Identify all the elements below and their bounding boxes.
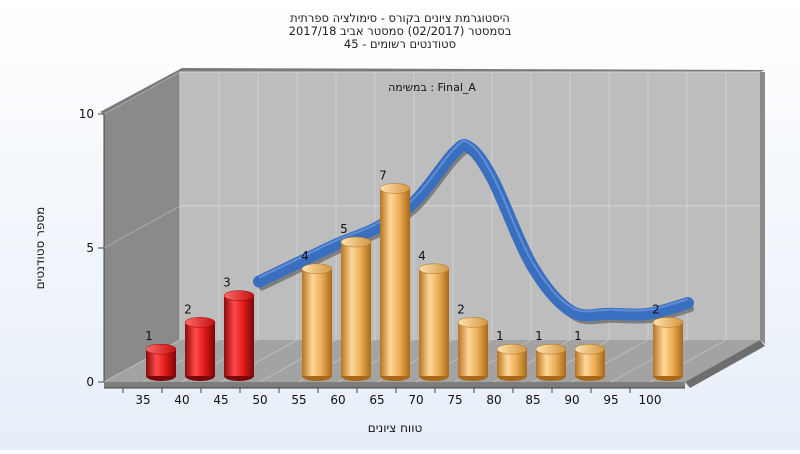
bar-value-label: 2 — [184, 302, 192, 316]
bar-body — [302, 268, 332, 376]
bar-top — [223, 290, 255, 301]
title-line: סטודנטים רשומים - 45 — [344, 37, 456, 51]
floor-right-edge — [685, 340, 765, 388]
bar-top — [457, 317, 489, 328]
bar-value-label: 3 — [223, 276, 231, 290]
bar-top — [574, 343, 606, 355]
bar-value-label: 1 — [496, 329, 504, 343]
title-line: היסטוגרמת ציונים בקורס - סימולציה ספרתית — [290, 11, 510, 25]
bar-value-label: 5 — [340, 222, 348, 236]
bar-body — [653, 322, 683, 376]
bar-value-label: 7 — [379, 168, 387, 182]
title-line: בסמסטר (02/2017) סמסטר אביב 2017/18 — [289, 24, 512, 38]
histogram-bar: 4 — [301, 249, 333, 381]
x-tick-labels: 35 40 45 50 55 60 65 70 75 80 85 90 95 100 — [122, 388, 662, 407]
x-tick-label: 90 — [564, 393, 579, 407]
histogram-bar: 1 — [574, 329, 606, 381]
distribution-curve-layer — [253, 139, 694, 325]
histogram-bar: 1 — [496, 329, 528, 381]
y-axis-label: מספר סטודנטים — [33, 207, 47, 290]
bar-top — [379, 183, 411, 194]
bar-value-label: 2 — [457, 302, 465, 316]
x-tick-label: 55 — [291, 393, 306, 407]
grid-line — [103, 71, 181, 115]
bars-layer: 1 2 3 4 5 7 4 2 1 1 1 2 — [145, 168, 684, 381]
x-tick-label: 45 — [213, 393, 228, 407]
distribution-curve — [253, 139, 694, 322]
bar-top — [340, 236, 372, 248]
curve-highlight — [258, 139, 689, 313]
histogram-bar: 2 — [457, 302, 489, 381]
x-tick-label: 50 — [252, 393, 267, 407]
x-tick-label: 95 — [603, 393, 618, 407]
bar-body — [380, 188, 410, 376]
bar-body — [458, 322, 488, 376]
bar-top — [184, 317, 216, 328]
floor-front-edge — [104, 382, 685, 388]
bar-value-label: 4 — [301, 249, 309, 263]
bar-top — [145, 343, 177, 355]
histogram-bar: 3 — [223, 276, 255, 381]
bar-top — [301, 263, 333, 275]
bar-value-label: 1 — [574, 329, 582, 343]
bar-body — [185, 322, 215, 376]
bar-top — [418, 263, 450, 275]
bar-value-label: 2 — [652, 302, 660, 316]
bar-body — [341, 242, 371, 376]
y-tick-label: 5 — [86, 241, 94, 255]
x-tick-label: 85 — [525, 393, 540, 407]
y-tick-labels: 0 5 10 — [79, 107, 104, 389]
x-tick-label: 75 — [447, 393, 462, 407]
bar-value-label: 1 — [145, 329, 153, 343]
x-axis-label: טווח ציונים — [368, 421, 423, 435]
histogram-bar: 1 — [535, 329, 567, 381]
x-tick-label: 70 — [408, 393, 423, 407]
y-tick-label: 0 — [86, 375, 94, 389]
chart-subtitle: במשימה : Final_A — [388, 81, 476, 94]
chart-title: היסטוגרמת ציונים בקורס - סימולציה ספרתית… — [289, 11, 512, 51]
bar-top — [652, 317, 684, 328]
bar-top — [496, 343, 528, 355]
bar-value-label: 1 — [535, 329, 543, 343]
bar-body — [224, 295, 254, 376]
bar-value-label: 4 — [418, 249, 426, 263]
x-tick-label: 65 — [369, 393, 384, 407]
histogram-bar: 4 — [418, 249, 450, 381]
x-tick-label: 100 — [639, 393, 662, 407]
x-tick-label: 40 — [174, 393, 189, 407]
back-wall-right-edge — [760, 72, 765, 344]
histogram-bar: 2 — [652, 302, 684, 381]
x-tick-label: 35 — [135, 393, 150, 407]
x-tick-label: 60 — [330, 393, 345, 407]
y-tick-label: 10 — [79, 107, 94, 121]
bar-body — [419, 268, 449, 376]
bar-top — [535, 343, 567, 355]
x-tick-label: 80 — [486, 393, 501, 407]
histogram-bar: 7 — [379, 168, 411, 381]
histogram-bar: 5 — [340, 222, 372, 381]
histogram-bar: 1 — [145, 329, 177, 381]
histogram-bar: 2 — [184, 302, 216, 381]
grid-line — [103, 205, 181, 249]
